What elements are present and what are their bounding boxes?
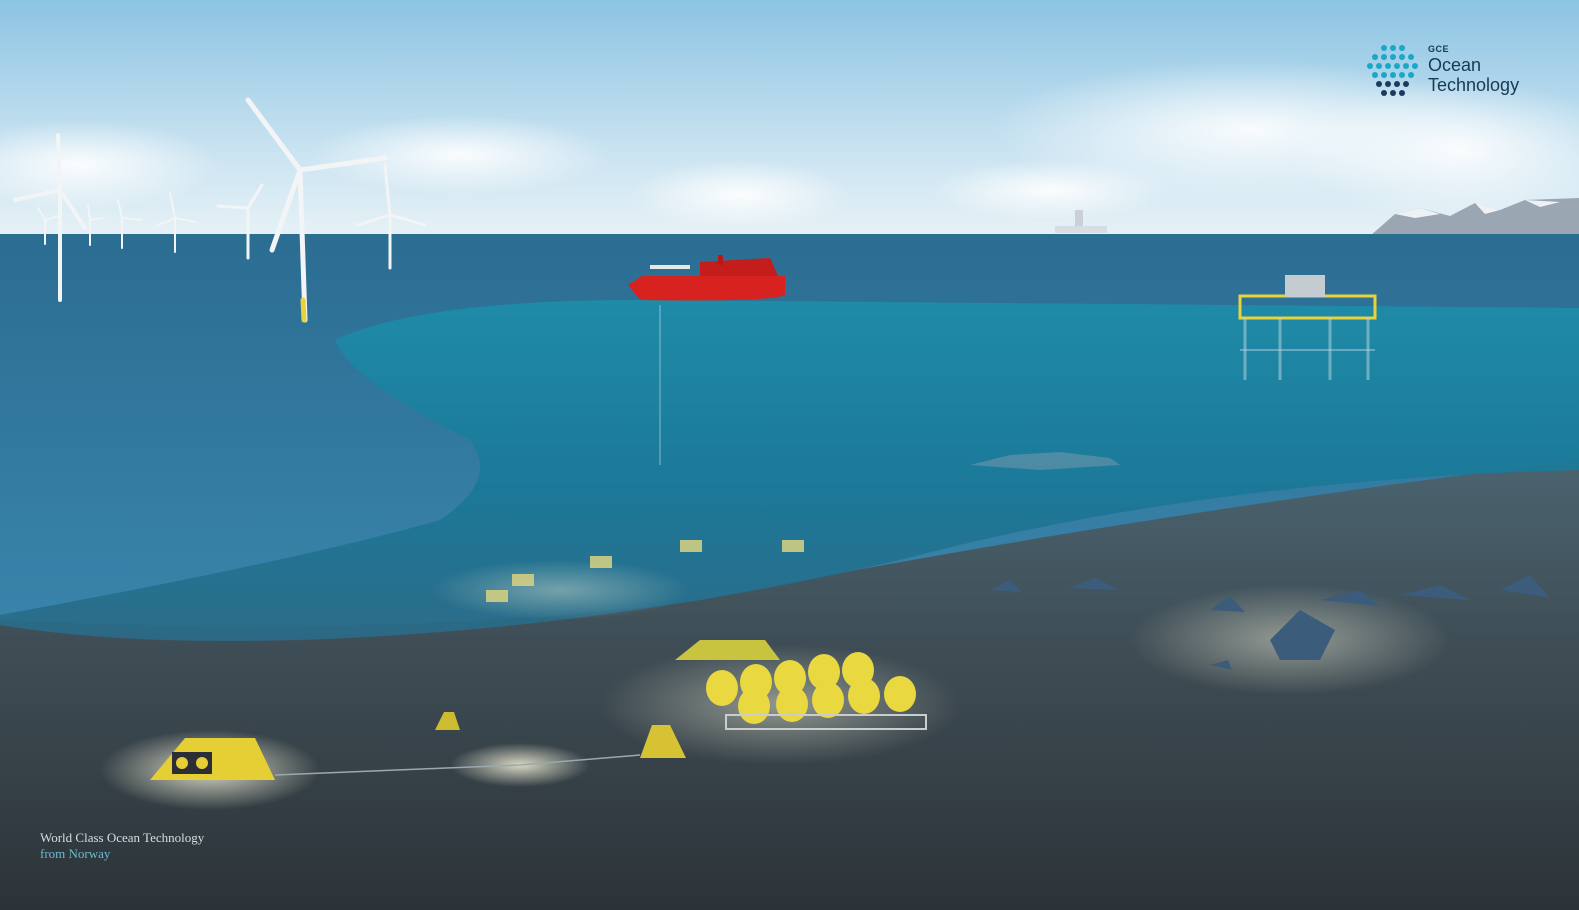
tagline-line-2: from Norway	[40, 846, 204, 862]
logo-mark-icon	[1366, 44, 1420, 100]
logo-line-2: Technology	[1428, 75, 1553, 95]
tagline-line-1: World Class Ocean Technology	[40, 830, 204, 846]
tagline: World Class Ocean Technology from Norway	[40, 830, 204, 862]
gce-logo: GCE Ocean Technology	[1366, 40, 1556, 104]
logo-small-text: GCE	[1428, 44, 1449, 54]
logo-name: Ocean Technology	[1428, 55, 1553, 95]
logo-line-1: Ocean	[1428, 55, 1553, 75]
